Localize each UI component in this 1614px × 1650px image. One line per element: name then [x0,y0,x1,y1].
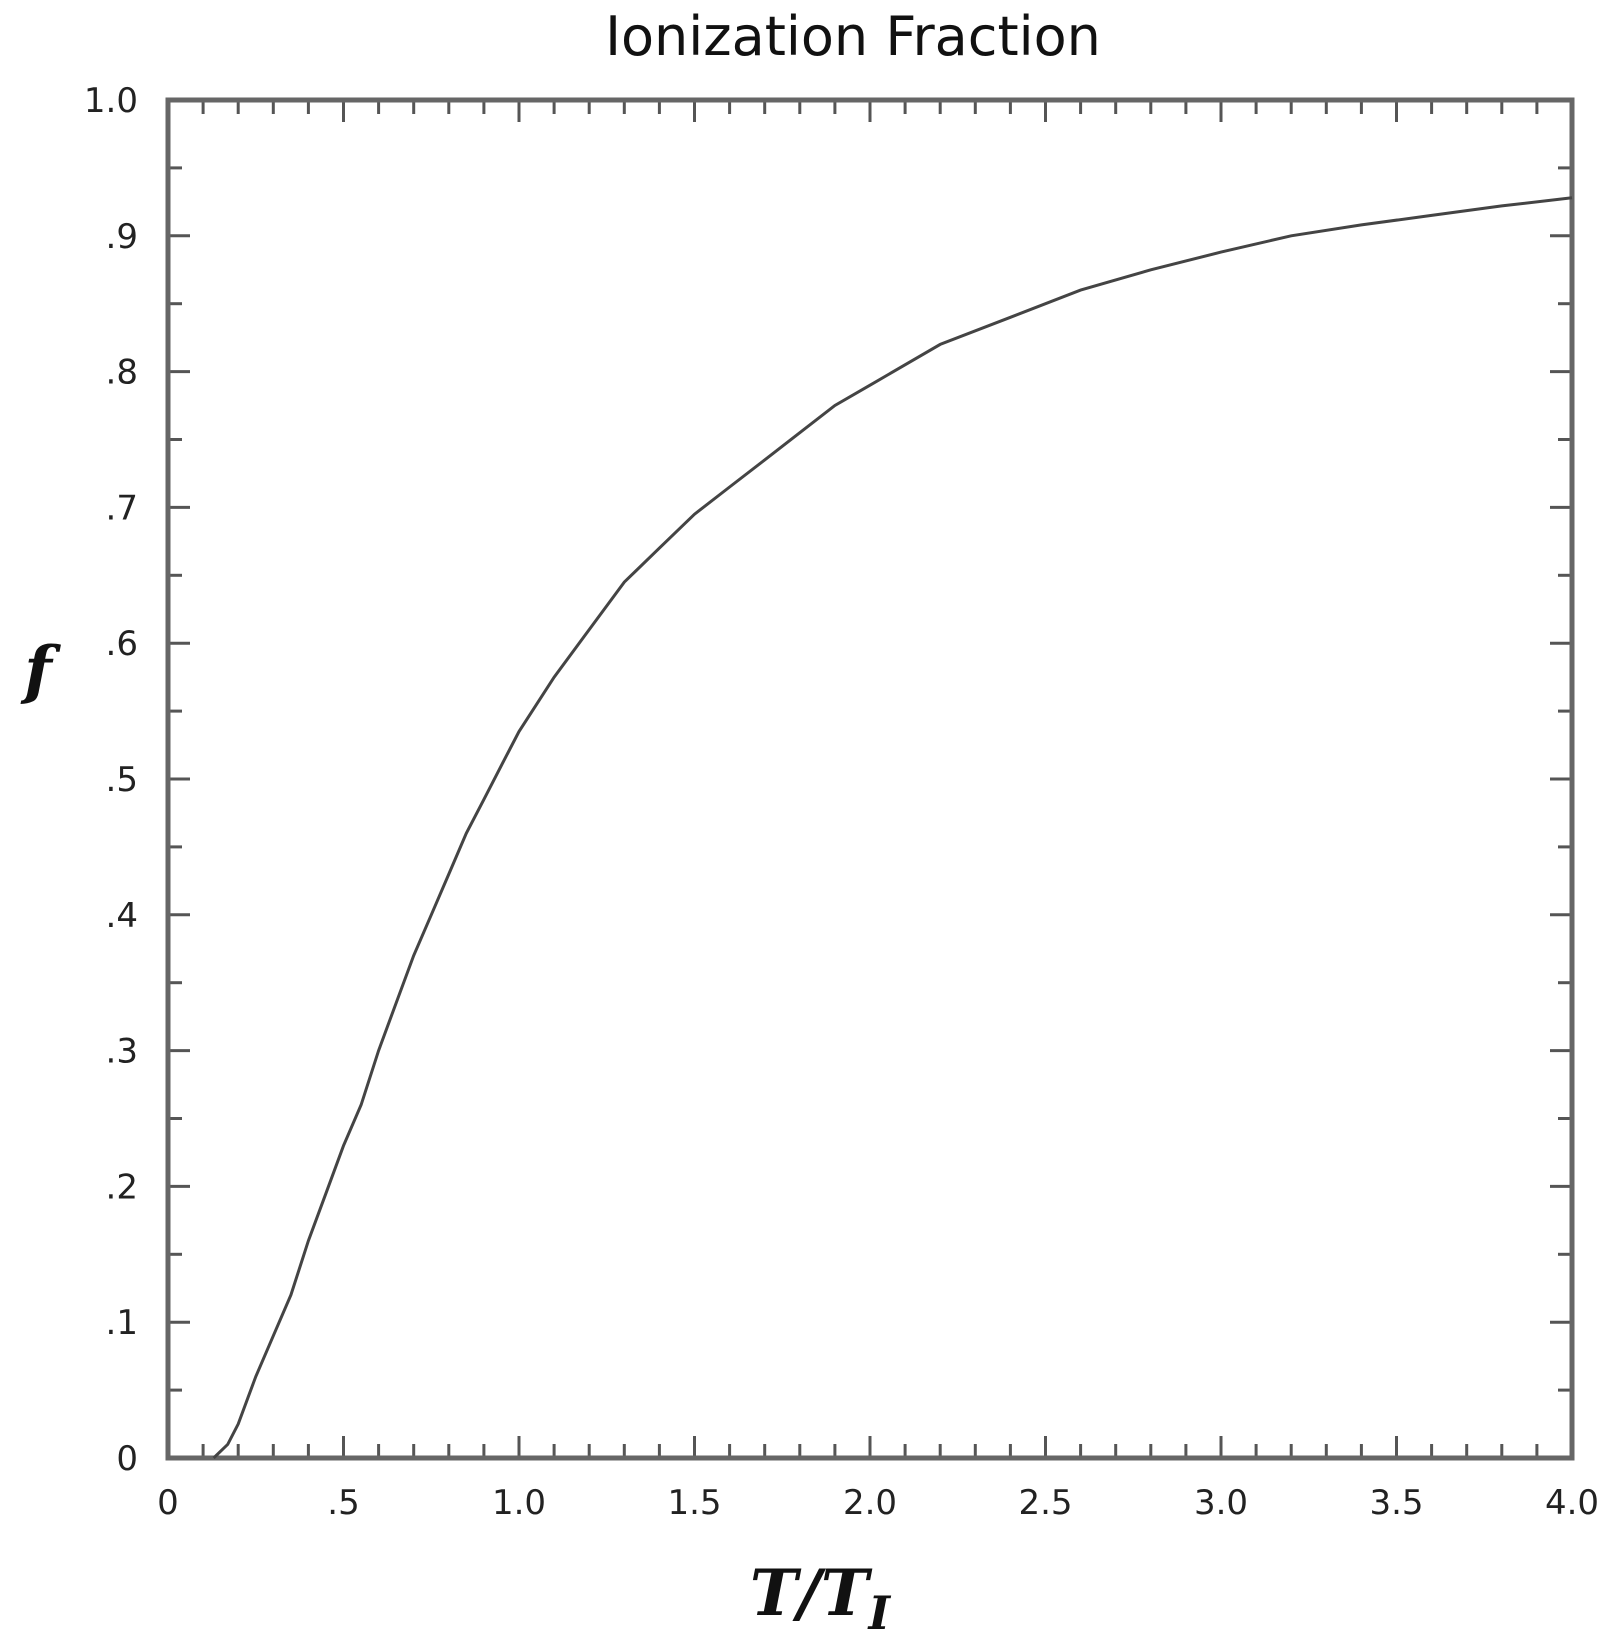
x-tick-label: .5 [327,1483,359,1523]
x-tick-label: 3.5 [1369,1483,1423,1523]
x-tick-label: 2.0 [843,1483,897,1523]
axis-tick-labels: 0 .5 1.0 1.5 2.0 2.5 3.0 3.5 4.0 0 .1 .2 .3 .4 .5 .6 .7.… [84,81,1599,1523]
y-tick-label: .3 [106,1032,138,1072]
x-tick-label: 2.5 [1018,1483,1072,1523]
x-axis-label-subscript: I [867,1586,892,1640]
x-axis-label: T/TI [750,1556,892,1640]
y-tick-label: .9 [106,217,138,257]
chart-title: Ionization Fraction [605,5,1101,68]
x-tick-label: 1.0 [492,1483,546,1523]
y-tick-label: .5 [106,760,138,800]
y-tick-label: 0 [116,1439,138,1479]
y-tick-label: 1.0 [84,81,138,121]
x-tick-label: 4.0 [1545,1483,1599,1523]
x-axis-label-main: T/T [750,1556,873,1631]
axis-ticks [166,98,1574,1460]
y-tick-label: .4 [106,896,138,936]
y-tick-label: .2 [106,1167,138,1207]
plot-frame [165,97,1575,1461]
y-tick-label: .1 [106,1303,138,1343]
x-tick-label: 0 [157,1483,179,1523]
ionization-fraction-curve [212,196,1573,1460]
y-tick-label: .7 [106,488,138,528]
y-tick-label: .6 [106,624,138,664]
x-tick-label: 3.0 [1194,1483,1248,1523]
x-tick-label: 1.5 [667,1483,721,1523]
y-axis-label: f [20,633,61,708]
y-tick-label: .8 [106,353,138,393]
